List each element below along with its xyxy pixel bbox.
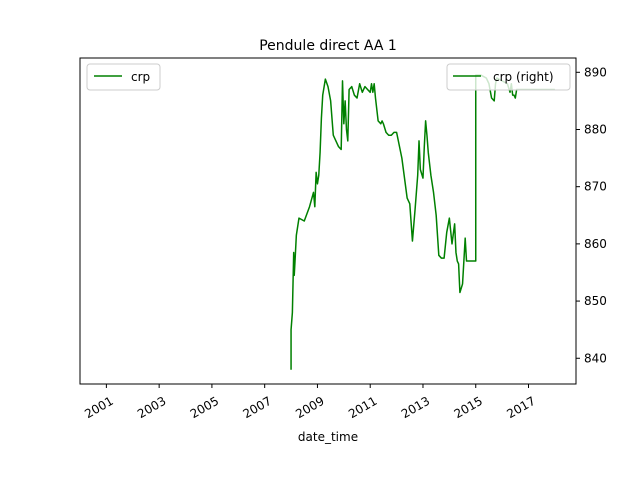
legend-right: crp (right)	[446, 63, 571, 91]
y-tick-label: 840	[584, 351, 607, 365]
plot-area	[79, 57, 577, 385]
chart-title: Pendule direct AA 1	[259, 38, 397, 54]
x-axis-label: date_time	[298, 430, 358, 444]
y-tick-label: 880	[584, 122, 607, 136]
legend-left-frame	[86, 63, 161, 91]
legend-left-label: crp	[131, 70, 150, 84]
y-tick-label: 850	[584, 294, 607, 308]
y-axis-right: 840 850 860 870 880 890	[576, 65, 607, 365]
legend-right-label: crp (right)	[493, 70, 554, 84]
y-tick-label: 870	[584, 180, 607, 194]
legend-right-frame	[446, 63, 571, 91]
legend-left: crp	[86, 63, 161, 91]
y-tick-label: 860	[584, 237, 607, 251]
y-tick-label: 890	[584, 65, 607, 79]
